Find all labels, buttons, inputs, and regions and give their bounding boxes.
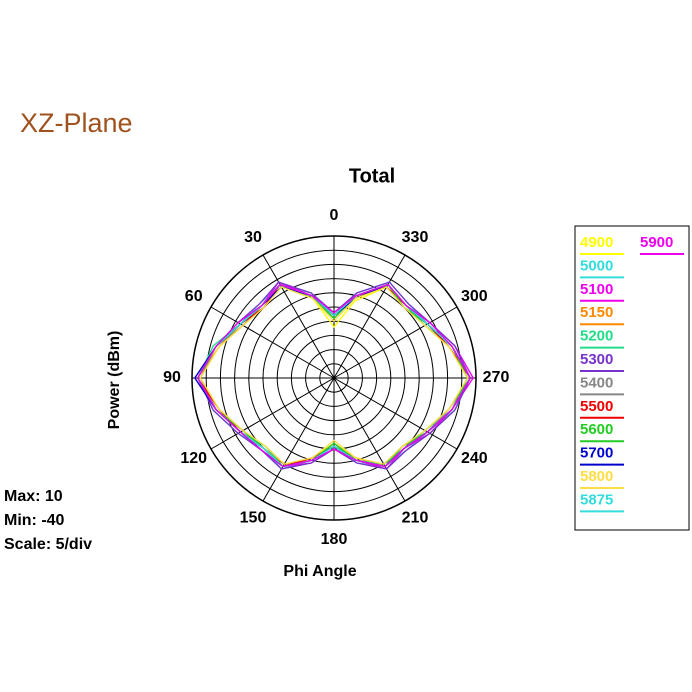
info-max: Max: 10 xyxy=(4,488,63,505)
legend-label: 5150 xyxy=(580,304,613,321)
series-line xyxy=(196,283,472,468)
ring xyxy=(319,363,349,393)
ring xyxy=(305,349,363,407)
ring xyxy=(248,292,420,464)
theta-tick-label: 210 xyxy=(402,510,429,527)
r-axis-label: Power (dBm) xyxy=(106,331,123,430)
series-line xyxy=(199,286,469,465)
info-scale: Scale: 5/div xyxy=(4,536,92,553)
theta-tick-label: 60 xyxy=(185,288,203,305)
theta-tick-label: 90 xyxy=(163,369,181,386)
legend-label: 5200 xyxy=(580,328,613,345)
legend-label: 4900 xyxy=(580,234,613,251)
legend-label: 5600 xyxy=(580,421,613,438)
legend-label: 5500 xyxy=(580,398,613,415)
ring xyxy=(205,249,463,507)
legend-label: 5400 xyxy=(580,374,613,391)
legend-label: 5875 xyxy=(580,491,613,508)
heading: XZ-Plane xyxy=(20,108,133,138)
legend-label: 5000 xyxy=(580,257,613,274)
theta-tick-label: 150 xyxy=(240,510,267,527)
theta-axis-label: Phi Angle xyxy=(283,563,356,580)
ring xyxy=(290,334,378,422)
ring xyxy=(234,278,434,478)
ring xyxy=(191,235,477,521)
info-min: Min: -40 xyxy=(4,512,65,529)
legend-label: 5100 xyxy=(580,281,613,298)
legend-label: 5300 xyxy=(580,351,613,368)
theta-tick-label: 180 xyxy=(321,531,348,548)
chart-title: Total xyxy=(349,165,395,187)
theta-tick-label: 270 xyxy=(483,369,510,386)
theta-tick-label: 300 xyxy=(461,288,488,305)
series-line xyxy=(196,283,472,468)
theta-tick-label: 30 xyxy=(244,229,262,246)
theta-tick-label: 240 xyxy=(461,450,488,467)
theta-tick-label: 0 xyxy=(330,207,339,224)
legend-label: 5700 xyxy=(580,445,613,462)
ring xyxy=(219,263,449,493)
theta-tick-label: 120 xyxy=(180,450,207,467)
legend-label: 5900 xyxy=(640,234,673,251)
legend-label: 5800 xyxy=(580,468,613,485)
theta-tick-label: 330 xyxy=(402,229,429,246)
legend-box xyxy=(574,225,690,531)
